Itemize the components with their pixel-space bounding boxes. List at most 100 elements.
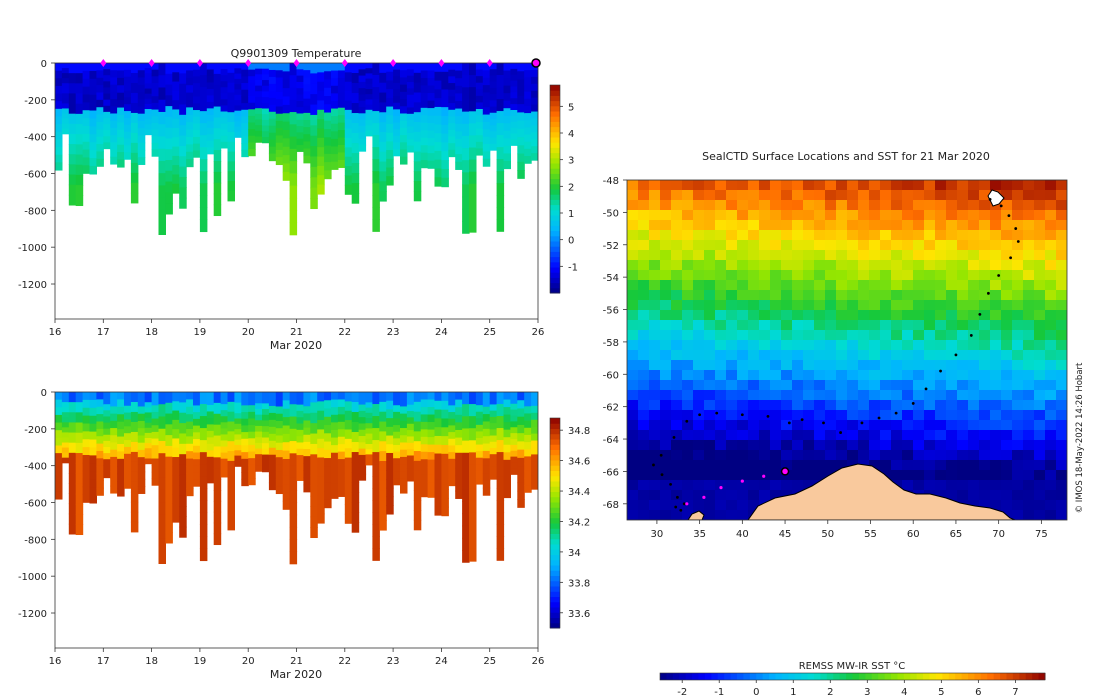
temperature-heatmap-cell <box>89 86 97 96</box>
temperature-heatmap-cell <box>117 159 125 168</box>
sst-cell <box>759 460 771 471</box>
sst-colorbar-segment <box>801 673 809 680</box>
temperature-heatmap-cell <box>137 106 146 115</box>
temperature-heatmap-cell <box>496 123 505 136</box>
salinity-heatmap-cell <box>151 418 160 426</box>
salinity-heatmap-cell <box>434 392 442 402</box>
sst-cell <box>627 220 639 231</box>
sst-cell <box>1001 400 1013 411</box>
sst-cell <box>858 220 870 231</box>
temperature-heatmap-cell <box>372 75 380 88</box>
sst-cell <box>869 340 881 351</box>
salinity-heatmap-cell <box>351 502 360 513</box>
sst-cell <box>627 420 639 431</box>
sst-cell <box>891 260 903 271</box>
temperature-heatmap-cell <box>393 89 401 97</box>
temperature-heatmap-cell <box>379 161 387 173</box>
temperature-heatmap-cell <box>510 110 518 117</box>
temperature-heatmap-cell <box>475 115 484 123</box>
salinity-heatmap-cell <box>400 478 408 487</box>
sst-colorbar-segment <box>1025 673 1033 680</box>
salinity-heatmap-cell <box>441 392 449 402</box>
sst-cell <box>924 300 936 311</box>
sst-cell <box>1045 440 1057 451</box>
temperature-heatmap-cell <box>358 63 367 70</box>
salinity-heatmap-cell <box>96 421 104 430</box>
temperature-heatmap-cell <box>455 100 463 110</box>
sst-cell <box>935 240 947 251</box>
sst-cell <box>814 470 826 481</box>
sst-cell <box>847 420 859 431</box>
sst-cell <box>671 240 683 251</box>
temperature-heatmap-cell <box>227 141 235 153</box>
temperature-heatmap-cell <box>531 83 538 92</box>
temperature-heatmap-cell <box>365 83 373 90</box>
salinity-heatmap-cell <box>179 485 187 497</box>
temperature-heatmap-cell <box>144 124 153 131</box>
sst-colorbar-segment <box>839 673 847 680</box>
sst-cell <box>759 280 771 291</box>
salinity-heatmap-cell <box>151 425 160 433</box>
temperature-heatmap-cell <box>531 146 538 154</box>
temperature-heatmap-cell <box>89 78 97 88</box>
temperature-heatmap-cell <box>344 72 353 83</box>
sst-cell <box>1045 240 1057 251</box>
sst-cell <box>693 340 705 351</box>
temperature-heatmap-cell <box>296 100 304 108</box>
temperature-heatmap-cell <box>117 63 125 72</box>
salinity-heatmap-cell <box>372 440 380 453</box>
temperature-heatmap-cell <box>172 109 180 120</box>
salinity-heatmap-cell <box>151 478 160 486</box>
salinity-heatmap-cell <box>482 414 491 423</box>
sst-cell <box>1001 340 1013 351</box>
temperature-heatmap-cell <box>303 148 311 157</box>
sst-cell <box>979 390 991 401</box>
sst-cell <box>1012 390 1024 401</box>
temperature-heatmap-cell <box>103 81 111 89</box>
temperature-heatmap-cell <box>372 63 380 76</box>
salinity-heatmap-cell <box>165 510 173 522</box>
salinity-heatmap-cell <box>96 443 104 452</box>
temperature-heatmap-cell <box>351 173 360 184</box>
sst-cell <box>1023 190 1035 201</box>
salinity-x-ticks-label: 23 <box>387 656 400 667</box>
sst-cell <box>726 420 738 431</box>
sst-cell <box>682 300 694 311</box>
temperature-heatmap-cell <box>151 69 160 77</box>
salinity-heatmap-cell <box>199 416 208 429</box>
sst-cell <box>682 480 694 491</box>
salinity-heatmap-cell <box>151 431 160 440</box>
temperature-heatmap-cell <box>303 155 311 164</box>
salinity-heatmap-cell <box>199 536 208 550</box>
temperature-heatmap-cell <box>406 126 415 134</box>
sst-cell <box>869 230 881 241</box>
temperature-heatmap-cell <box>455 138 463 148</box>
salinity-heatmap-cell <box>220 392 229 399</box>
sst-cell <box>660 260 672 271</box>
temperature-heatmap-cell <box>179 94 187 106</box>
temperature-heatmap-cell <box>110 99 118 107</box>
temperature-heatmap-cell <box>510 115 518 123</box>
salinity-heatmap-cell <box>193 432 201 440</box>
salinity-heatmap-cell <box>262 392 270 399</box>
temperature-heatmap-cell <box>130 72 139 84</box>
salinity-heatmap-cell <box>227 392 235 403</box>
sst-cell <box>957 230 969 241</box>
salinity-heatmap-cell <box>386 496 394 506</box>
sst-cell <box>781 440 793 451</box>
sst-colorbar-segment <box>743 673 751 680</box>
temperature-heatmap-cell <box>96 114 104 123</box>
sst-cell <box>792 470 804 481</box>
sst-cell <box>803 270 815 281</box>
salinity-heatmap-cell <box>144 402 153 408</box>
salinity-heatmap-cell <box>358 467 367 475</box>
temperature-heatmap-cell <box>103 124 111 131</box>
salinity-heatmap-cell <box>372 548 380 561</box>
temperature-heatmap-cell <box>427 145 436 154</box>
salinity-heatmap-cell <box>206 430 215 438</box>
salinity-heatmap-cell <box>475 437 484 446</box>
salinity-heatmap-cell <box>255 420 263 427</box>
track-point <box>800 418 804 422</box>
temperature-heatmap-cell <box>206 69 215 77</box>
salinity-heatmap-cell <box>475 431 484 439</box>
